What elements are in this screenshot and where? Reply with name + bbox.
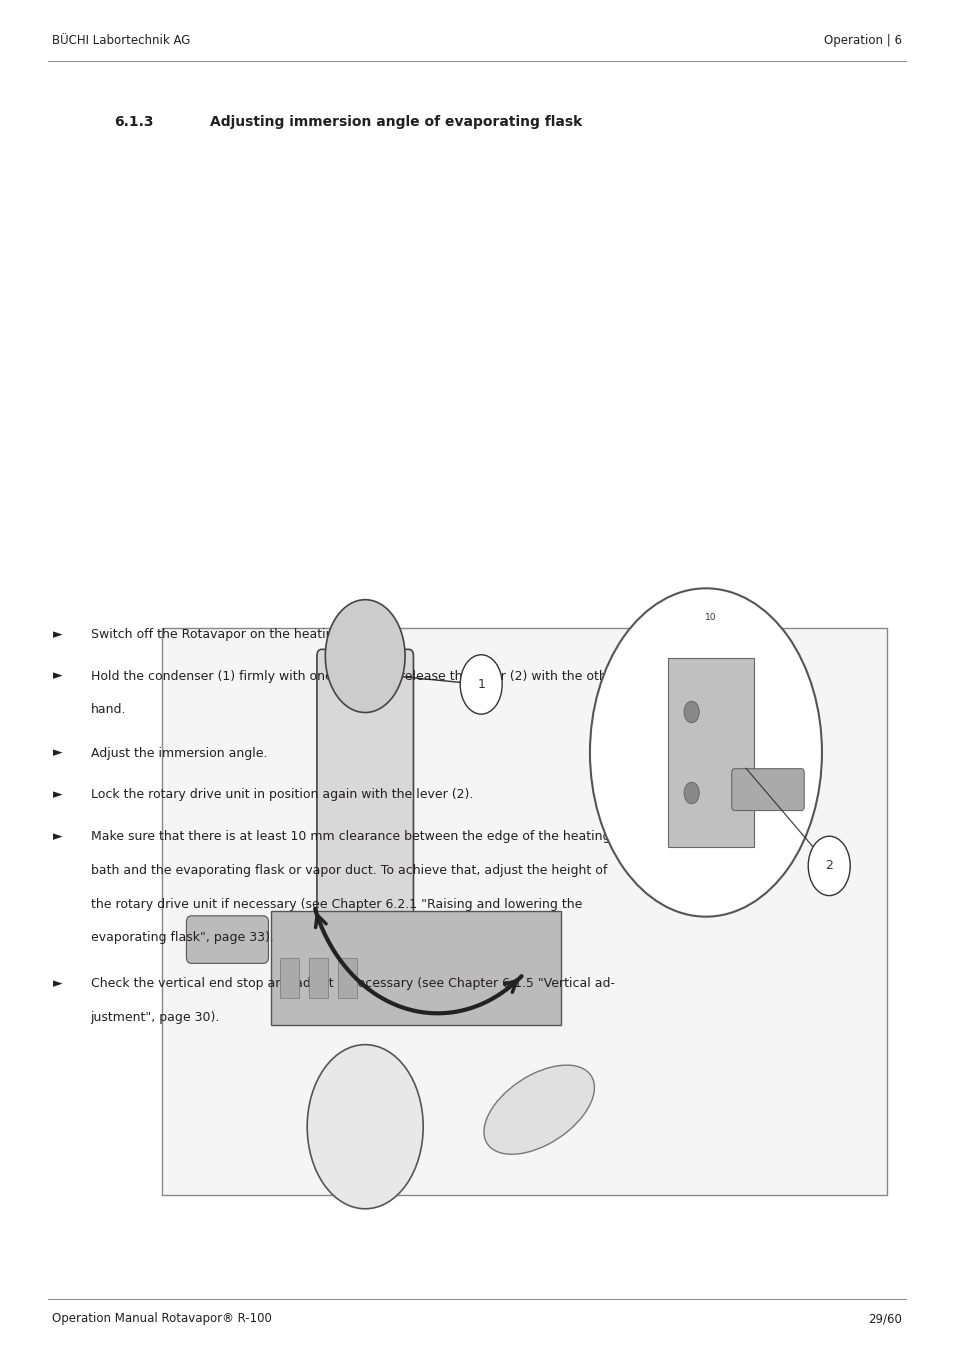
Circle shape — [325, 599, 405, 713]
Text: bath and the evaporating flask or vapor duct. To achieve that, adjust the height: bath and the evaporating flask or vapor … — [91, 864, 606, 878]
Text: the rotary drive unit if necessary (see Chapter 6.2.1 "Raising and lowering the: the rotary drive unit if necessary (see … — [91, 898, 581, 911]
Text: Lock the rotary drive unit in position again with the lever (2).: Lock the rotary drive unit in position a… — [91, 788, 473, 802]
Text: ►: ► — [52, 977, 62, 991]
FancyBboxPatch shape — [731, 768, 803, 810]
Bar — [309, 958, 327, 998]
Ellipse shape — [483, 1065, 594, 1154]
Text: Operation | 6: Operation | 6 — [822, 34, 901, 47]
Circle shape — [683, 701, 699, 722]
Text: ►: ► — [52, 788, 62, 802]
Text: ►: ► — [52, 628, 62, 641]
Text: BÜCHI Labortechnik AG: BÜCHI Labortechnik AG — [52, 34, 191, 47]
Text: 1: 1 — [476, 678, 485, 691]
Text: Adjust the immersion angle.: Adjust the immersion angle. — [91, 747, 267, 760]
Circle shape — [459, 655, 501, 714]
Text: Switch off the Rotavapor on the heating bath.: Switch off the Rotavapor on the heating … — [91, 628, 377, 641]
Circle shape — [807, 836, 849, 895]
Text: 29/60: 29/60 — [866, 1312, 901, 1326]
Text: Make sure that there is at least 10 mm clearance between the edge of the heating: Make sure that there is at least 10 mm c… — [91, 830, 610, 844]
Text: ►: ► — [52, 747, 62, 760]
Bar — [280, 958, 298, 998]
Bar — [162, 628, 886, 1195]
Text: ►: ► — [52, 670, 62, 683]
Bar — [338, 958, 356, 998]
Text: hand.: hand. — [91, 703, 126, 717]
Text: ►: ► — [52, 830, 62, 844]
Text: justment", page 30).: justment", page 30). — [91, 1011, 220, 1025]
Text: Operation Manual Rotavapor® R-100: Operation Manual Rotavapor® R-100 — [52, 1312, 272, 1326]
Text: Adjusting immersion angle of evaporating flask: Adjusting immersion angle of evaporating… — [210, 115, 581, 128]
Bar — [271, 911, 560, 1025]
Bar — [667, 657, 753, 846]
Text: 10: 10 — [704, 613, 716, 622]
FancyBboxPatch shape — [316, 649, 413, 946]
Text: evaporating flask", page 33).: evaporating flask", page 33). — [91, 931, 274, 945]
Text: Hold the condenser (1) firmly with one hand and release the lever (2) with the o: Hold the condenser (1) firmly with one h… — [91, 670, 618, 683]
Text: Check the vertical end stop and adjust if necessary (see Chapter 6.1.5 "Vertical: Check the vertical end stop and adjust i… — [91, 977, 614, 991]
Text: 6.1.3: 6.1.3 — [114, 115, 153, 128]
Text: 2: 2 — [824, 860, 832, 872]
Circle shape — [307, 1045, 423, 1208]
Circle shape — [683, 782, 699, 803]
FancyBboxPatch shape — [186, 915, 268, 964]
Circle shape — [589, 589, 821, 917]
